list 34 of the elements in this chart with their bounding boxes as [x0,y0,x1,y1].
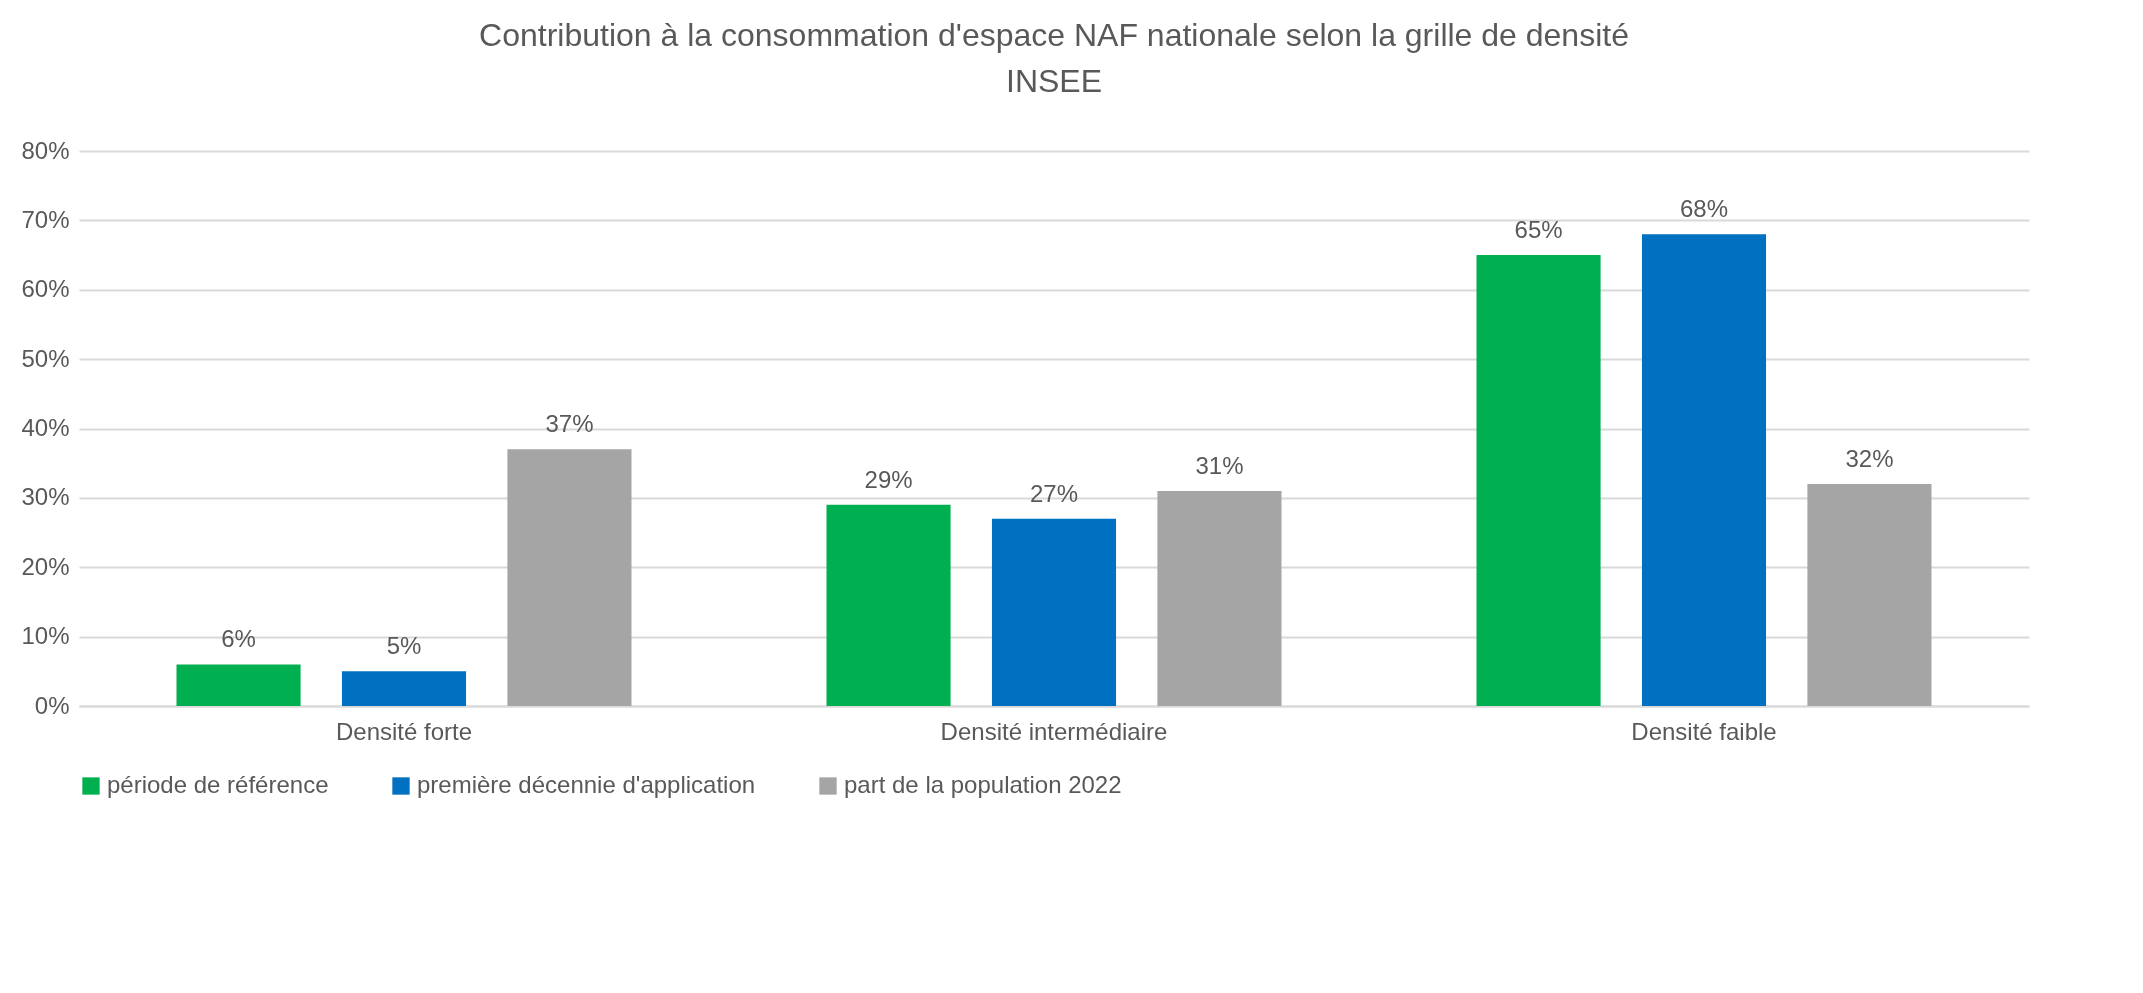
data-label: 31% [1195,451,1244,479]
bar [1807,484,1932,706]
y-tick-label: 10% [21,622,70,650]
y-tick-label: 60% [21,275,70,303]
y-tick-label: 70% [21,205,70,233]
y-tick-label: 20% [21,552,70,580]
x-tick-label: Densité faible [1631,717,1777,745]
x-tick-label: Densité intermédiaire [940,717,1168,745]
y-tick-label: 40% [21,414,70,441]
y-tick-label: 30% [21,483,70,511]
legend-label: première décennie d'application [417,771,756,798]
bar [176,664,301,706]
chart-title: Contribution à la consommation d'espace NAF nationale selon la grille de densité INSEE [479,17,1629,99]
bar [1476,255,1601,706]
data-label: 27% [1029,479,1079,507]
bar [341,671,467,706]
x-tick-label: Densité forte [335,717,473,745]
data-label: 37% [545,410,594,438]
y-tick-label: 80% [21,136,70,164]
data-label: 5% [386,632,422,660]
y-tick-label: 0% [34,691,70,719]
data-label: 65% [1514,216,1563,244]
legend-label: période de référence [107,771,329,798]
bar [826,504,951,706]
data-label: 68% [1679,195,1729,223]
bar [1157,490,1282,706]
data-label: 29% [864,465,913,493]
data-label: 32% [1845,445,1894,472]
bar [991,518,1117,706]
y-tick-label: 50% [21,344,70,372]
data-label: 6% [221,625,256,653]
bar [507,449,632,706]
bar [1641,234,1767,706]
legend-label: part de la population 2022 [844,771,1122,798]
